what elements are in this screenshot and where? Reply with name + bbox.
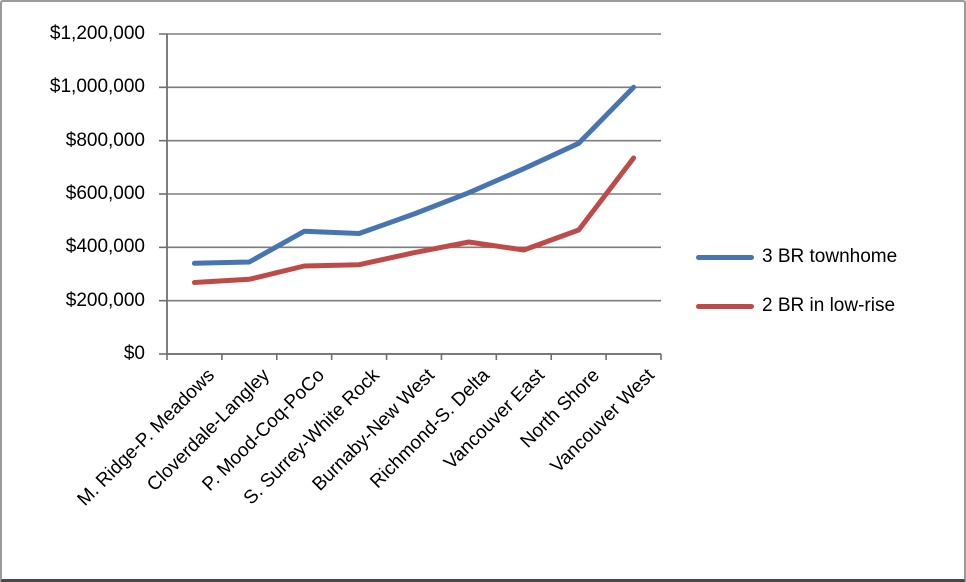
series-line-0 — [191, 84, 637, 266]
legend-item-3br-townhome: 3 BR townhome — [696, 246, 897, 268]
y-tick-label: $400,000 — [65, 236, 145, 258]
series-line-1 — [191, 155, 637, 285]
y-tick-label: $0 — [123, 343, 145, 364]
legend-label: 2 BR in low-rise — [762, 295, 896, 316]
legend: 3 BR townhome 2 BR in low-rise — [696, 246, 897, 317]
legend-line-blue-icon — [696, 254, 754, 260]
y-tick-label: $800,000 — [65, 129, 145, 151]
y-tick-label: $1,000,000 — [49, 76, 145, 98]
legend-line-red-icon — [696, 303, 754, 309]
y-tick-label: $600,000 — [65, 183, 145, 204]
legend-label: 3 BR townhome — [762, 246, 898, 267]
y-tick-label: $200,000 — [65, 289, 145, 311]
y-tick-label: $1,200,000 — [49, 23, 145, 44]
legend-item-2br-lowrise: 2 BR in low-rise — [696, 295, 897, 317]
